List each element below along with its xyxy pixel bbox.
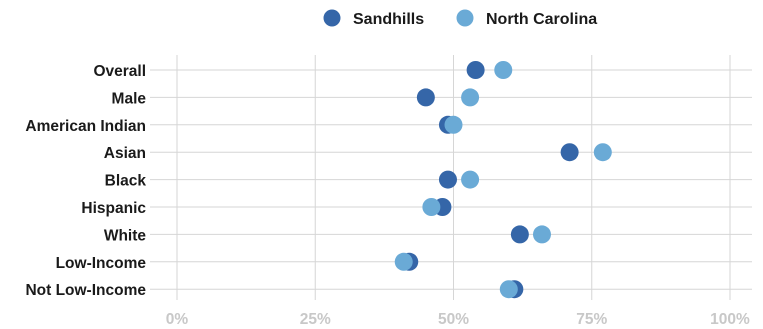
data-point-sandhills xyxy=(466,61,485,79)
x-tick-label: 100% xyxy=(710,311,750,328)
category-label: Hispanic xyxy=(81,200,146,217)
gridlines xyxy=(150,55,752,300)
category-label: White xyxy=(104,227,147,244)
legend-label: North Carolina xyxy=(486,11,597,28)
data-point-north-carolina xyxy=(499,280,518,299)
data-point-north-carolina xyxy=(532,225,551,244)
category-label: Male xyxy=(112,90,147,107)
data-point-north-carolina xyxy=(494,61,513,79)
data-point-north-carolina xyxy=(422,198,441,216)
category-label: Low-Income xyxy=(56,255,147,272)
category-label: Overall xyxy=(93,63,146,80)
x-tick-label: 25% xyxy=(300,311,331,328)
data-point-north-carolina xyxy=(461,88,480,107)
category-label: American Indian xyxy=(25,118,146,135)
legend: Sandhills North Carolina xyxy=(323,9,597,28)
data-point-north-carolina xyxy=(593,143,612,162)
x-tick-label: 0% xyxy=(166,311,189,328)
legend-swatch xyxy=(323,9,341,27)
data-point-north-carolina xyxy=(394,252,413,271)
data-point-north-carolina xyxy=(444,115,463,134)
category-label: Asian xyxy=(104,145,146,162)
data-points xyxy=(394,61,612,299)
x-axis-tick-labels: 0% 25% 50% 75% 100% xyxy=(166,311,750,328)
x-tick-label: 75% xyxy=(576,311,607,328)
category-labels: Overall Male American Indian Asian Black Hisp… xyxy=(25,63,146,299)
legend-label: Sandhills xyxy=(353,11,424,28)
data-point-north-carolina xyxy=(461,170,480,189)
x-tick-label: 50% xyxy=(438,311,469,328)
data-point-sandhills xyxy=(416,88,435,107)
category-label: Not Low-Income xyxy=(25,282,146,299)
legend-swatch xyxy=(456,9,474,27)
data-point-sandhills xyxy=(510,225,529,244)
data-point-sandhills xyxy=(560,143,579,162)
category-label: Black xyxy=(105,173,147,190)
data-point-sandhills xyxy=(438,170,457,189)
